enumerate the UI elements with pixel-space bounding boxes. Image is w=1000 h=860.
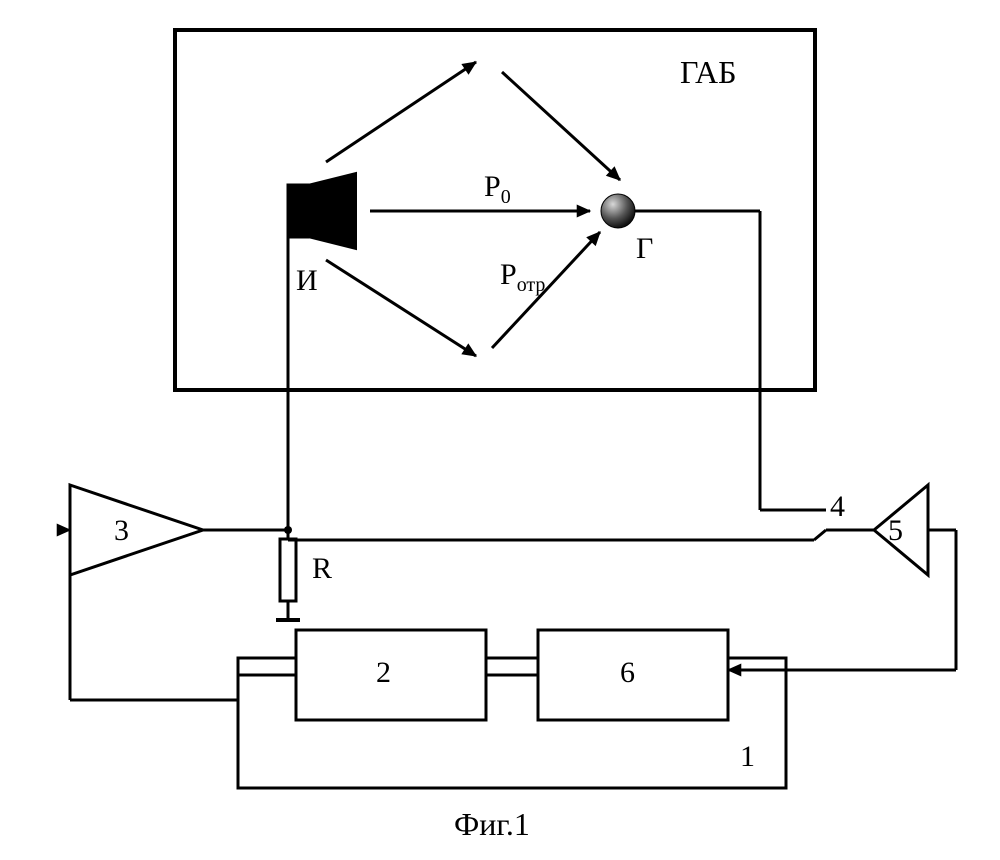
label-r: R [312, 552, 332, 586]
label-2: 2 [376, 656, 391, 690]
label-3: 3 [114, 514, 129, 548]
label-1: 1 [740, 740, 755, 774]
label-5: 5 [888, 514, 903, 548]
caption: Фиг.1 [454, 806, 530, 843]
label-source: И [296, 264, 318, 298]
label-hydro: Г [636, 232, 653, 266]
label-p0: Р0 [484, 170, 511, 209]
label-gab: ГАБ [680, 54, 737, 91]
label-4: 4 [830, 490, 845, 524]
label-potr: Ротр [500, 258, 545, 297]
label-6: 6 [620, 656, 635, 690]
